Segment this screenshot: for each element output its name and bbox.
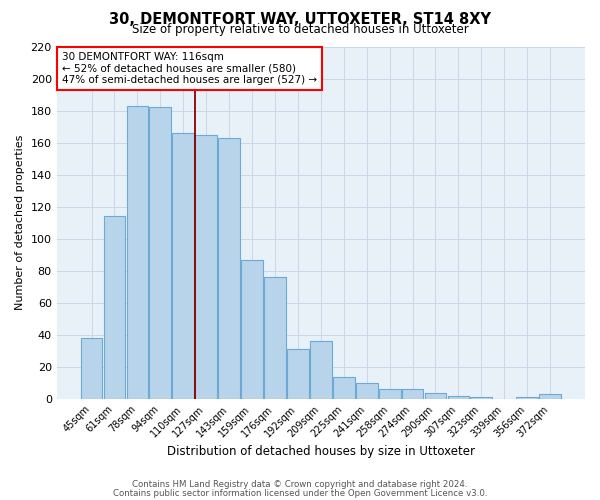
Bar [470,398,492,399]
Bar [127,106,148,399]
Bar [264,278,286,399]
Text: Contains HM Land Registry data © Crown copyright and database right 2024.: Contains HM Land Registry data © Crown c… [132,480,468,489]
Text: Contains public sector information licensed under the Open Government Licence v3: Contains public sector information licen… [113,488,487,498]
Bar [310,342,332,399]
Bar [287,350,309,399]
Bar [401,390,424,399]
Bar [516,398,538,399]
Y-axis label: Number of detached properties: Number of detached properties [15,135,25,310]
X-axis label: Distribution of detached houses by size in Uttoxeter: Distribution of detached houses by size … [167,444,475,458]
Bar [104,216,125,399]
Bar [333,376,355,399]
Bar [196,134,217,399]
Text: Size of property relative to detached houses in Uttoxeter: Size of property relative to detached ho… [131,22,469,36]
Bar [241,260,263,399]
Text: 30 DEMONTFORT WAY: 116sqm
← 52% of detached houses are smaller (580)
47% of semi: 30 DEMONTFORT WAY: 116sqm ← 52% of detac… [62,52,317,85]
Bar [218,138,240,399]
Bar [379,390,401,399]
Bar [149,108,171,399]
Bar [172,133,194,399]
Bar [539,394,561,399]
Bar [80,338,103,399]
Bar [448,396,469,399]
Bar [356,383,377,399]
Bar [425,392,446,399]
Text: 30, DEMONTFORT WAY, UTTOXETER, ST14 8XY: 30, DEMONTFORT WAY, UTTOXETER, ST14 8XY [109,12,491,28]
